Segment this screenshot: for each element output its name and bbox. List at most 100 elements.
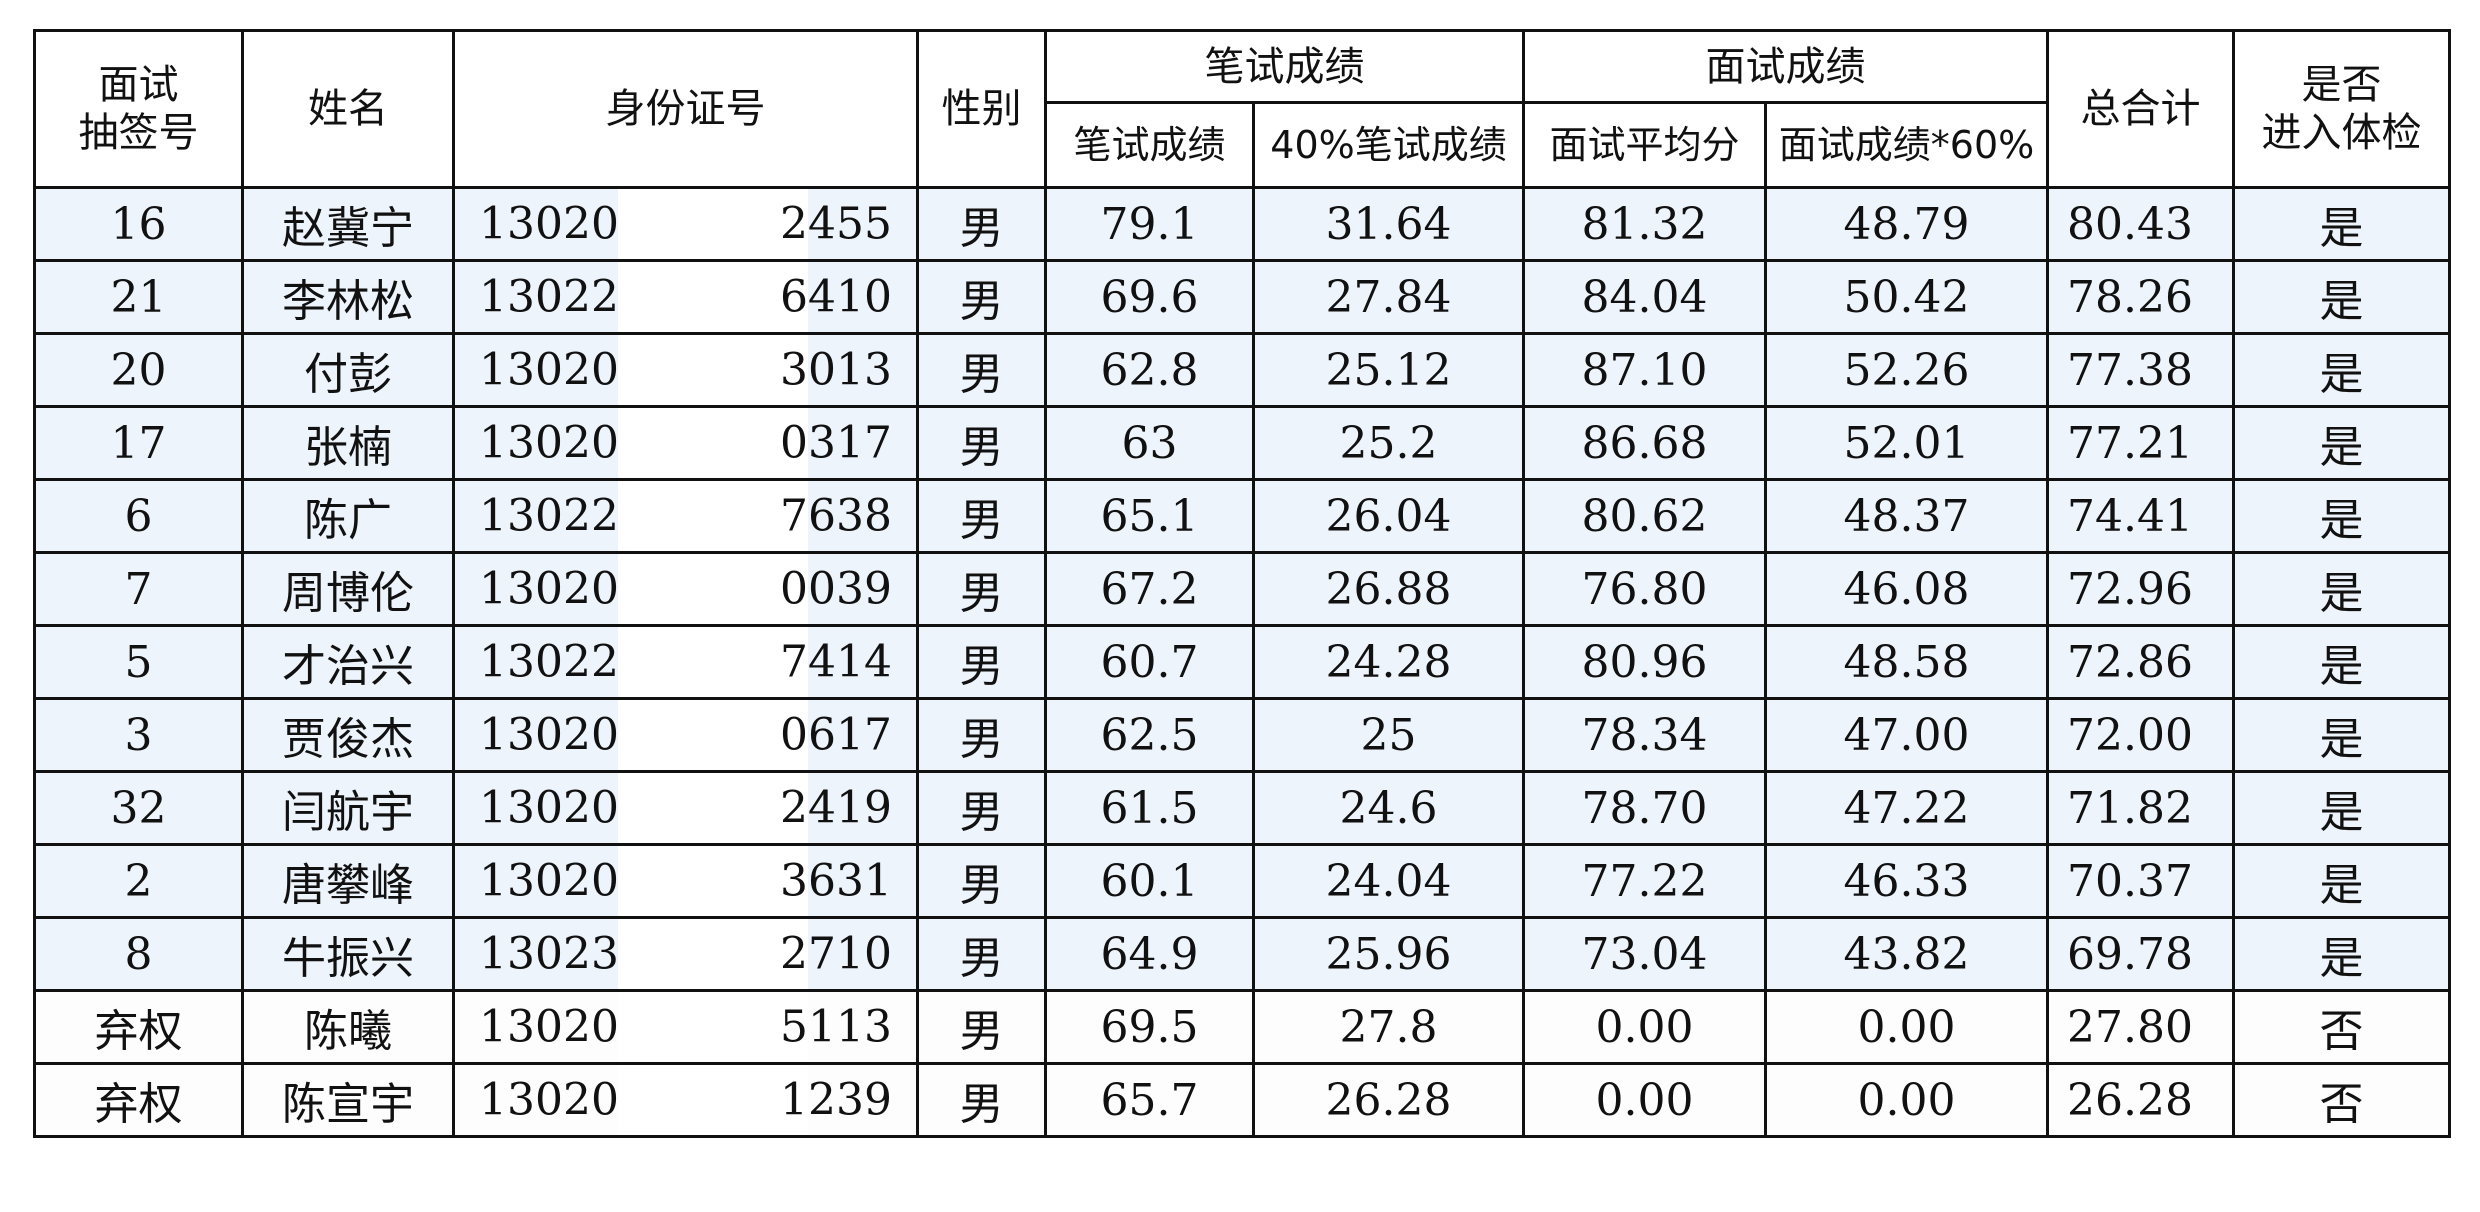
cell-id-number: 130221 7638 — [452, 478, 919, 554]
cell-id-number: 130225 7414 — [452, 624, 919, 700]
cell-physical-exam: 是 — [2232, 843, 2451, 919]
cell-written-40: 25 — [1252, 697, 1525, 773]
cell-interview-average: 73.04 — [1522, 916, 1767, 992]
cell-total: 69.78 — [2046, 916, 2235, 992]
cell-name: 赵冀宁 — [241, 186, 455, 262]
cell-draw-number: 3 — [33, 697, 244, 773]
cell-name: 陈宣宇 — [241, 1062, 455, 1138]
id-redaction-mask — [618, 336, 808, 404]
cell-interview-60: 47.22 — [1764, 770, 2049, 846]
cell-id-number: 130230 2710 — [452, 916, 919, 992]
id-redaction-mask — [618, 263, 808, 331]
table-row: 5 才治兴 130225 7414 男 60.7 24.28 80.96 48.58 72.86 是 — [33, 624, 2451, 700]
header-physical-exam-line1: 是否 — [2301, 62, 2382, 108]
id-suffix: 0039 — [780, 563, 892, 615]
cell-physical-exam: 是 — [2232, 332, 2451, 408]
table-row: 32 闫航宇 130203 2419 男 61.5 24.6 78.70 47.22 71.82 是 — [33, 770, 2451, 846]
cell-interview-60: 46.33 — [1764, 843, 2049, 919]
cell-interview-average: 0.00 — [1522, 989, 1767, 1065]
cell-sex: 男 — [916, 843, 1047, 919]
cell-draw-number: 弃权 — [33, 989, 244, 1065]
cell-written-score: 62.5 — [1044, 697, 1255, 773]
header-draw-number: 面试 抽签号 — [33, 29, 244, 189]
cell-total: 72.96 — [2046, 551, 2235, 627]
id-redaction-mask — [618, 993, 808, 1061]
cell-physical-exam: 是 — [2232, 186, 2451, 262]
table-row: 7 周博伦 130203 0039 男 67.2 26.88 76.80 46.08 72.96 是 — [33, 551, 2451, 627]
cell-interview-average: 78.34 — [1522, 697, 1767, 773]
cell-total: 27.80 — [2046, 989, 2235, 1065]
cell-id-number: 130227 6410 — [452, 259, 919, 335]
cell-name: 才治兴 — [241, 624, 455, 700]
cell-interview-average: 0.00 — [1522, 1062, 1767, 1138]
header-interview-group: 面试成绩 — [1522, 29, 2049, 104]
cell-interview-average: 80.62 — [1522, 478, 1767, 554]
cell-id-number: 130203 2419 — [452, 770, 919, 846]
id-redaction-mask — [618, 847, 808, 915]
header-written-40: 40%笔试成绩 — [1252, 101, 1525, 189]
cell-draw-number: 17 — [33, 405, 244, 481]
cell-draw-number: 16 — [33, 186, 244, 262]
cell-written-40: 24.6 — [1252, 770, 1525, 846]
header-written-group: 笔试成绩 — [1044, 29, 1525, 104]
cell-total: 77.21 — [2046, 405, 2235, 481]
id-redaction-mask — [618, 774, 808, 842]
id-redaction-mask — [618, 409, 808, 477]
cell-id-number: 130203 5113 — [452, 989, 919, 1065]
cell-total: 72.00 — [2046, 697, 2235, 773]
table-row: 6 陈广 130221 7638 男 65.1 26.04 80.62 48.37 74.41 是 — [33, 478, 2451, 554]
header-row-1: 面试 抽签号 姓名 身份证号 性别 笔试成绩 面试成绩 总合计 是否 进入体检 — [33, 29, 2451, 189]
cell-id-number: 130202 0317 — [452, 405, 919, 481]
cell-sex: 男 — [916, 332, 1047, 408]
cell-sex: 男 — [916, 405, 1047, 481]
id-suffix: 6410 — [780, 271, 892, 323]
table-row: 17 张楠 130202 0317 男 63 25.2 86.68 52.01 77.21 是 — [33, 405, 2451, 481]
cell-physical-exam: 是 — [2232, 478, 2451, 554]
cell-total: 80.43 — [2046, 186, 2235, 262]
cell-draw-number: 5 — [33, 624, 244, 700]
cell-name: 陈广 — [241, 478, 455, 554]
table-row: 8 牛振兴 130230 2710 男 64.9 25.96 73.04 43.82 69.78 是 — [33, 916, 2451, 992]
cell-interview-60: 52.01 — [1764, 405, 2049, 481]
id-suffix: 2455 — [780, 198, 892, 250]
cell-id-number: 130203 1239 — [452, 1062, 919, 1138]
cell-total: 77.38 — [2046, 332, 2235, 408]
id-suffix: 0617 — [780, 709, 892, 761]
cell-name: 张楠 — [241, 405, 455, 481]
cell-sex: 男 — [916, 989, 1047, 1065]
cell-sex: 男 — [916, 1062, 1047, 1138]
table-row: 3 贾俊杰 130206 0617 男 62.5 25 78.34 47.00 72.00 是 — [33, 697, 2451, 773]
cell-written-40: 26.88 — [1252, 551, 1525, 627]
score-table-container: 面试 抽签号 姓名 身份证号 性别 笔试成绩 面试成绩 总合计 是否 进入体检 … — [33, 29, 2451, 1138]
id-suffix: 2419 — [780, 782, 892, 834]
cell-written-40: 25.2 — [1252, 405, 1525, 481]
cell-interview-60: 50.42 — [1764, 259, 2049, 335]
cell-total: 72.86 — [2046, 624, 2235, 700]
id-redaction-mask — [618, 482, 808, 550]
cell-written-score: 60.7 — [1044, 624, 1255, 700]
cell-written-score: 65.7 — [1044, 1062, 1255, 1138]
cell-interview-60: 0.00 — [1764, 989, 2049, 1065]
header-physical-exam-line2: 进入体检 — [2261, 110, 2422, 156]
cell-name: 周博伦 — [241, 551, 455, 627]
cell-written-40: 25.96 — [1252, 916, 1525, 992]
id-suffix: 0317 — [780, 417, 892, 469]
cell-written-score: 67.2 — [1044, 551, 1255, 627]
cell-written-40: 24.04 — [1252, 843, 1525, 919]
cell-physical-exam: 是 — [2232, 551, 2451, 627]
cell-interview-average: 81.32 — [1522, 186, 1767, 262]
id-redaction-mask — [618, 701, 808, 769]
id-suffix: 7414 — [780, 636, 892, 688]
cell-written-40: 26.28 — [1252, 1062, 1525, 1138]
cell-written-score: 69.6 — [1044, 259, 1255, 335]
cell-physical-exam: 是 — [2232, 697, 2451, 773]
cell-written-score: 65.1 — [1044, 478, 1255, 554]
cell-written-40: 25.12 — [1252, 332, 1525, 408]
cell-interview-60: 48.58 — [1764, 624, 2049, 700]
cell-interview-average: 80.96 — [1522, 624, 1767, 700]
cell-written-score: 64.9 — [1044, 916, 1255, 992]
cell-written-40: 27.8 — [1252, 989, 1525, 1065]
cell-sex: 男 — [916, 697, 1047, 773]
cell-written-40: 27.84 — [1252, 259, 1525, 335]
cell-interview-60: 52.26 — [1764, 332, 2049, 408]
